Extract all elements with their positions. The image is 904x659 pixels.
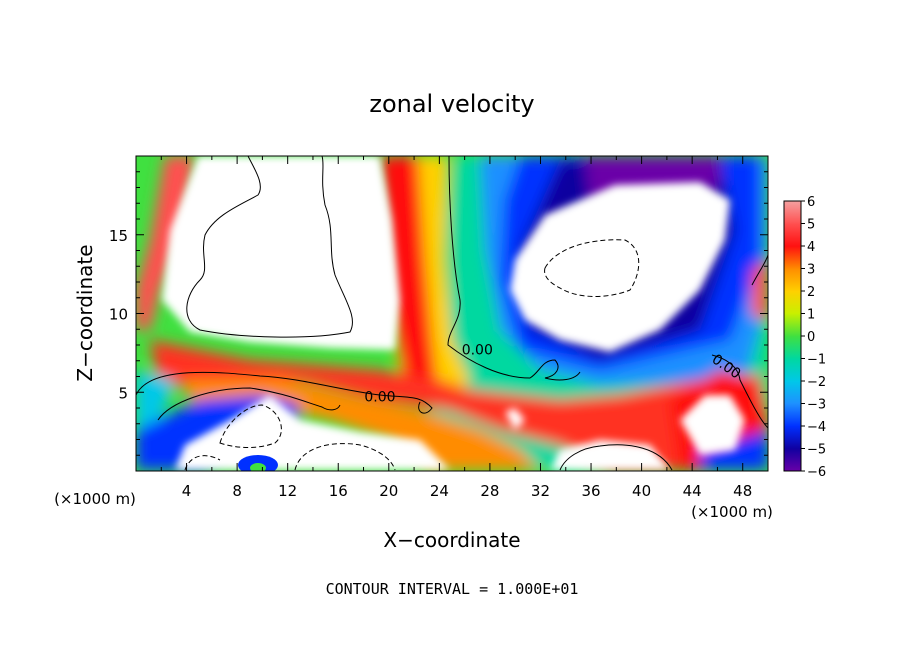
colorbar-label: 1 bbox=[807, 308, 815, 323]
x-axis-label: X−coordinate bbox=[383, 528, 520, 552]
contour-right-zero bbox=[711, 354, 768, 429]
colorbar-segment bbox=[784, 381, 801, 404]
colorbar-label: −3 bbox=[807, 398, 826, 413]
y-tick-label: 5 bbox=[118, 384, 128, 402]
y-axis-label: Z−coordinate bbox=[73, 244, 97, 381]
colorbar-segment bbox=[784, 223, 801, 247]
contour-zero-vertical bbox=[447, 156, 581, 381]
white-region-upper-left bbox=[162, 156, 400, 350]
contour-label: 0.00 bbox=[364, 390, 395, 406]
colorbar-segment bbox=[784, 448, 801, 472]
contour-zero-lower bbox=[136, 371, 433, 414]
colorbar-label: −6 bbox=[807, 465, 826, 480]
x-tick-label: 8 bbox=[232, 482, 242, 500]
velocity-field bbox=[136, 156, 768, 471]
z-unit-label: (×1000 m) bbox=[54, 490, 136, 508]
x-tick-label: 36 bbox=[581, 482, 600, 500]
contour-upper-left bbox=[186, 156, 353, 338]
y-tick-label: 15 bbox=[109, 227, 128, 245]
region-left-red bbox=[136, 156, 195, 330]
x-unit-label: (×1000 m) bbox=[691, 503, 773, 521]
x-axis: 4 8 12 16 20 24 28 32 36 40 44 48 bbox=[160, 156, 752, 500]
x-tick-label: 40 bbox=[632, 482, 651, 500]
white-region-lower-right bbox=[680, 395, 745, 455]
white-regions bbox=[162, 156, 745, 470]
x-tick-label: 4 bbox=[182, 482, 192, 500]
y-axis: 5 10 15 bbox=[109, 171, 768, 456]
white-region-upper-right bbox=[510, 182, 730, 352]
x-tick-label: 28 bbox=[480, 482, 499, 500]
colorbar-label: −1 bbox=[807, 353, 826, 368]
contour-label: 0.00 bbox=[462, 342, 493, 358]
colorbar-segment bbox=[784, 426, 801, 449]
colorbar-label: −2 bbox=[807, 375, 826, 390]
colorbar-label: −4 bbox=[807, 420, 826, 435]
colorbar-segment bbox=[784, 291, 801, 314]
chart-title: zonal velocity bbox=[369, 90, 534, 118]
colorbar-segment bbox=[784, 201, 801, 224]
contour-bottom-right bbox=[559, 444, 673, 471]
x-tick-label: 12 bbox=[278, 482, 297, 500]
x-tick-label: 20 bbox=[379, 482, 398, 500]
colorbar-label: 3 bbox=[807, 263, 815, 278]
contour-upper-right-dashed bbox=[544, 239, 640, 297]
colorbar-segment bbox=[784, 336, 801, 359]
white-region-small-blob bbox=[505, 408, 525, 430]
contour-zero-mid bbox=[157, 387, 341, 421]
region-bottom-left-cyan bbox=[136, 370, 175, 440]
colorbar-segment bbox=[784, 246, 801, 269]
colorbar-segment bbox=[784, 313, 801, 337]
contour-lower-left-dashed bbox=[219, 404, 282, 448]
contour-interval-footer: CONTOUR INTERVAL = 1.000E+01 bbox=[326, 580, 579, 598]
x-tick-label: 48 bbox=[733, 482, 752, 500]
colorbar-label: 5 bbox=[807, 218, 815, 233]
colorbar-label: 4 bbox=[807, 240, 815, 255]
x-tick-label: 32 bbox=[531, 482, 550, 500]
colorbar: 6 5 4 3 2 1 0 −1 −2 −3 −4 −5 −6 bbox=[783, 195, 826, 480]
contour-labels: 0.000.000.00 bbox=[364, 342, 743, 405]
contour-lines bbox=[136, 156, 768, 471]
contour-right-edge bbox=[751, 254, 768, 286]
x-tick-label: 44 bbox=[683, 482, 702, 500]
x-tick-label: 24 bbox=[430, 482, 449, 500]
colorbar-label: 0 bbox=[807, 330, 815, 345]
contour-bottom-mid-dashed bbox=[294, 443, 396, 471]
region-lower-red bbox=[150, 340, 768, 470]
white-region-lower-left bbox=[175, 395, 450, 470]
colorbar-segment bbox=[784, 358, 801, 382]
colorbar-segment bbox=[784, 403, 801, 427]
colorbar-segment bbox=[784, 268, 801, 292]
region-right-edge-red bbox=[752, 260, 768, 320]
y-tick-label: 10 bbox=[109, 306, 128, 324]
colorbar-label: −5 bbox=[807, 443, 826, 458]
colorbar-label: 2 bbox=[807, 285, 815, 300]
region-red-band bbox=[380, 156, 438, 390]
colorbar-label: 6 bbox=[807, 195, 815, 210]
x-tick-label: 16 bbox=[329, 482, 348, 500]
